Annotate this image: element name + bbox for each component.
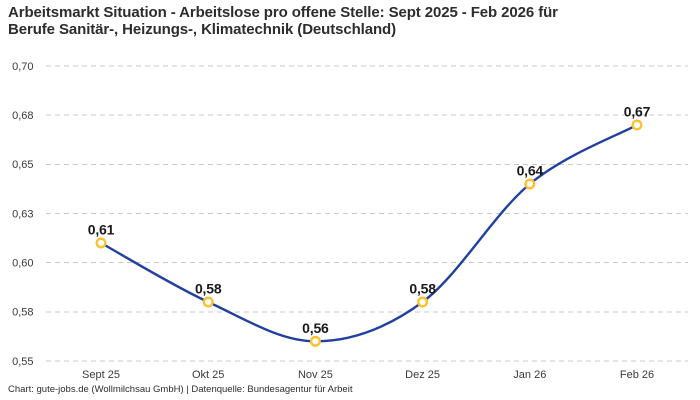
data-point-marker (524, 178, 536, 190)
chart-title: Arbeitsmarkt Situation - Arbeitslose pro… (8, 4, 680, 38)
chart-title-line2: Berufe Sanitär-, Heizungs-, Klimatechnik… (8, 21, 396, 38)
data-point-marker (202, 296, 214, 308)
data-point-label: 0,67 (624, 104, 651, 120)
y-axis-tick-label: 0,65 (12, 159, 33, 171)
data-point-label: 0,64 (517, 163, 544, 179)
data-point-marker (631, 119, 643, 131)
y-axis-tick-label: 0,63 (12, 208, 33, 220)
x-axis-tick-label: Feb 26 (620, 369, 654, 381)
chart-attribution: Chart: gute-jobs.de (Wollmilchsau GmbH) … (8, 384, 353, 395)
x-axis-tick-label: Nov 25 (298, 369, 333, 381)
data-point-label: 0,61 (88, 222, 115, 238)
data-point-marker (309, 335, 321, 347)
y-axis-tick-label: 0,70 (12, 61, 33, 73)
data-point-label: 0,58 (195, 281, 222, 297)
x-axis-tick-label: Dez 25 (405, 369, 440, 381)
y-axis-tick-label: 0,68 (12, 110, 33, 122)
data-line (99, 123, 639, 343)
x-axis-tick-label: Okt 25 (192, 369, 224, 381)
y-axis-tick-label: 0,55 (12, 356, 33, 368)
data-point-marker (417, 296, 429, 308)
chart-title-line1: Arbeitsmarkt Situation - Arbeitslose pro… (8, 4, 558, 21)
y-axis-tick-label: 0,58 (12, 307, 33, 319)
data-point-label: 0,56 (302, 320, 329, 336)
x-axis-tick-label: Jan 26 (513, 369, 546, 381)
data-point-label: 0,58 (409, 281, 436, 297)
data-point-marker (95, 237, 107, 249)
x-axis-tick-label: Sept 25 (82, 369, 120, 381)
y-axis-tick-label: 0,60 (12, 257, 33, 269)
